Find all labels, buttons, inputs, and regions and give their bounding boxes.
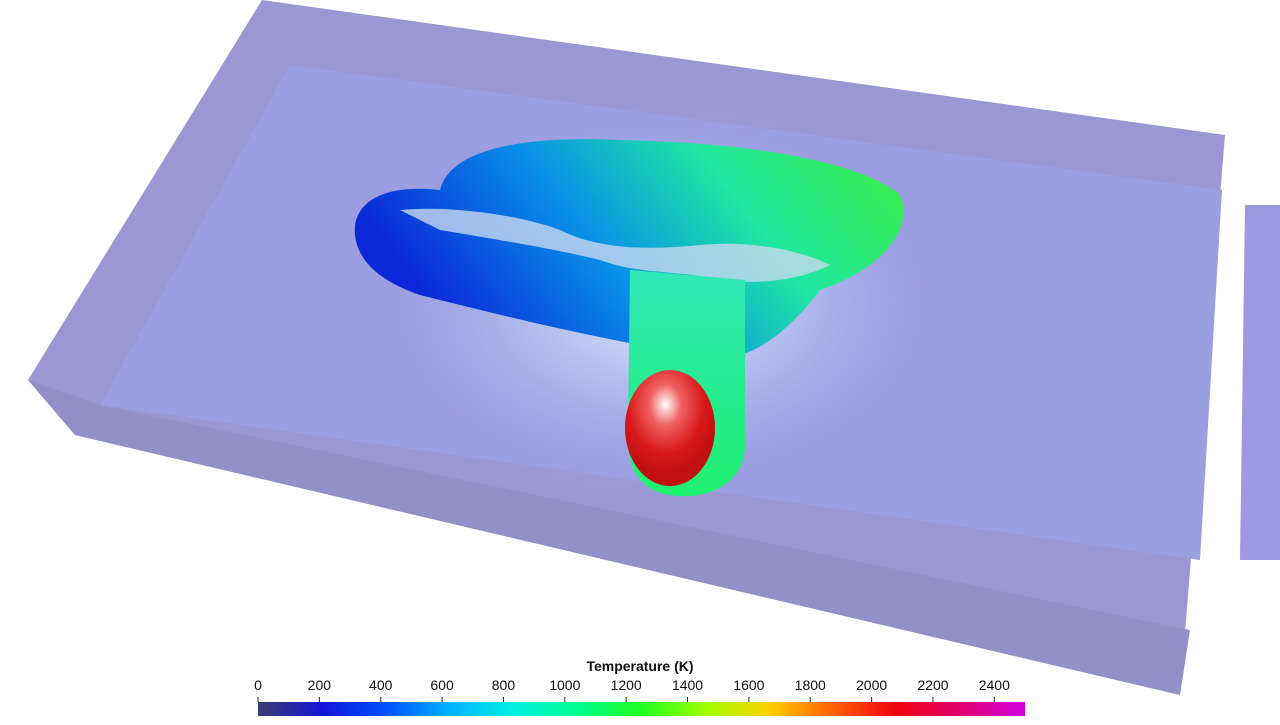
colorbar-tick-label: 0 bbox=[254, 677, 262, 693]
colorbar-tick-label: 2200 bbox=[917, 677, 948, 693]
colorbar-tick-label: 600 bbox=[430, 677, 454, 693]
colorbar: 0 200 400 600 800 1000 1200 1400 1600 1800 2000 220… bbox=[254, 677, 1025, 716]
colorbar-tick-label: 1400 bbox=[672, 677, 703, 693]
laser-spot bbox=[625, 370, 715, 486]
colorbar-tick-label: 1200 bbox=[611, 677, 642, 693]
melt-track bbox=[354, 139, 904, 497]
colorbar-tick-label: 400 bbox=[369, 677, 393, 693]
colorbar-tick-label: 1000 bbox=[549, 677, 580, 693]
melt-pool bbox=[354, 139, 904, 355]
colorbar-tick-label: 2400 bbox=[979, 677, 1010, 693]
spatter-region bbox=[400, 208, 830, 282]
colorbar-tick-label: 200 bbox=[308, 677, 332, 693]
colorbar-tick-label: 2000 bbox=[856, 677, 887, 693]
colorbar-title: Temperature (K) bbox=[586, 658, 693, 674]
block-edge bbox=[1240, 205, 1280, 560]
block-side bbox=[28, 380, 1190, 695]
colorbar-gradient bbox=[258, 702, 1025, 716]
colorbar-tick-label: 1600 bbox=[733, 677, 764, 693]
colorbar-tick-label: 800 bbox=[492, 677, 516, 693]
colorbar-tick-label: 1800 bbox=[795, 677, 826, 693]
